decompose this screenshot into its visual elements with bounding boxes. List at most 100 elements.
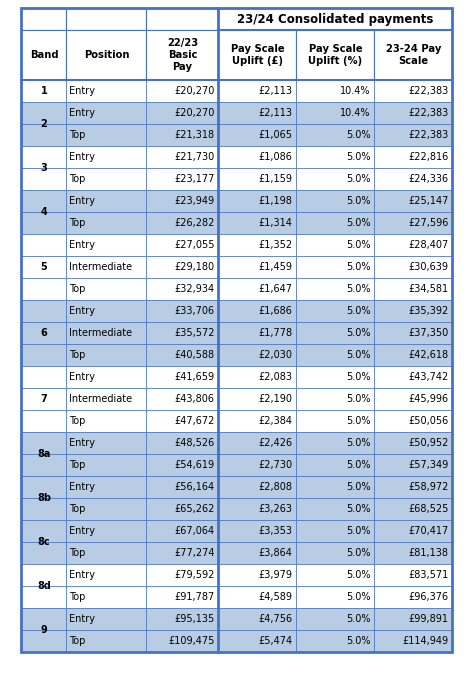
Text: 5.0%: 5.0% bbox=[346, 504, 371, 514]
Text: 22/23
Basic
Pay: 22/23 Basic Pay bbox=[167, 38, 198, 72]
Bar bbox=[219, 630, 297, 652]
Text: 5.0%: 5.0% bbox=[346, 416, 371, 426]
Text: £81,138: £81,138 bbox=[409, 548, 448, 558]
Bar bbox=[146, 322, 219, 344]
Bar bbox=[297, 300, 374, 322]
Bar bbox=[21, 256, 66, 278]
Text: 1: 1 bbox=[41, 86, 47, 96]
Bar bbox=[219, 102, 297, 124]
Bar bbox=[219, 498, 297, 520]
Text: Top: Top bbox=[70, 504, 86, 514]
Bar bbox=[66, 366, 146, 388]
Bar bbox=[146, 476, 219, 498]
Bar bbox=[297, 608, 374, 630]
Bar bbox=[66, 322, 146, 344]
Bar bbox=[297, 498, 374, 520]
Text: £20,270: £20,270 bbox=[174, 86, 215, 96]
Text: £35,392: £35,392 bbox=[408, 306, 448, 316]
Bar bbox=[374, 102, 453, 124]
Text: £1,778: £1,778 bbox=[258, 328, 292, 338]
Text: £3,263: £3,263 bbox=[258, 504, 292, 514]
Text: Position: Position bbox=[84, 50, 129, 60]
Bar bbox=[66, 278, 146, 300]
Bar bbox=[219, 146, 297, 168]
Bar bbox=[297, 168, 374, 190]
Bar bbox=[146, 278, 219, 300]
Bar bbox=[374, 256, 453, 278]
Text: £1,198: £1,198 bbox=[259, 196, 292, 206]
Bar bbox=[374, 520, 453, 542]
Text: Top: Top bbox=[70, 174, 86, 184]
Bar bbox=[297, 190, 374, 212]
Bar bbox=[66, 212, 146, 234]
Bar bbox=[219, 278, 297, 300]
Text: 23/24 Consolidated payments: 23/24 Consolidated payments bbox=[237, 13, 434, 26]
Text: £24,336: £24,336 bbox=[409, 174, 448, 184]
Text: 5.0%: 5.0% bbox=[346, 152, 371, 162]
Bar bbox=[66, 410, 146, 432]
Bar bbox=[374, 454, 453, 476]
Text: 4: 4 bbox=[41, 207, 47, 217]
Text: 10.4%: 10.4% bbox=[340, 108, 371, 118]
Text: £3,864: £3,864 bbox=[259, 548, 292, 558]
Bar bbox=[66, 300, 146, 322]
Bar bbox=[219, 476, 297, 498]
Text: 5.0%: 5.0% bbox=[346, 328, 371, 338]
Text: £1,086: £1,086 bbox=[259, 152, 292, 162]
Bar bbox=[66, 476, 146, 498]
Text: £4,589: £4,589 bbox=[258, 592, 292, 602]
Text: Entry: Entry bbox=[70, 482, 95, 492]
Bar bbox=[146, 190, 219, 212]
Text: Entry: Entry bbox=[70, 372, 95, 382]
Bar bbox=[219, 168, 297, 190]
Bar bbox=[146, 80, 219, 102]
Text: £79,592: £79,592 bbox=[174, 570, 215, 580]
Text: £20,270: £20,270 bbox=[174, 108, 215, 118]
Text: Entry: Entry bbox=[70, 240, 95, 250]
Text: £1,065: £1,065 bbox=[258, 130, 292, 140]
Text: £42,618: £42,618 bbox=[409, 350, 448, 360]
Text: Top: Top bbox=[70, 284, 86, 294]
Bar bbox=[146, 146, 219, 168]
Text: 5.0%: 5.0% bbox=[346, 174, 371, 184]
Text: Entry: Entry bbox=[70, 438, 95, 448]
Bar bbox=[21, 102, 66, 124]
Bar bbox=[146, 300, 219, 322]
Bar bbox=[146, 542, 219, 564]
Bar bbox=[21, 212, 66, 234]
Text: £35,572: £35,572 bbox=[174, 328, 215, 338]
Text: £37,350: £37,350 bbox=[408, 328, 448, 338]
Bar bbox=[219, 388, 297, 410]
Text: Pay Scale
Uplift (£): Pay Scale Uplift (£) bbox=[231, 44, 284, 65]
Text: £48,526: £48,526 bbox=[174, 438, 215, 448]
Bar bbox=[146, 630, 219, 652]
Bar bbox=[146, 344, 219, 366]
Bar bbox=[146, 608, 219, 630]
Text: Pay Scale
Uplift (%): Pay Scale Uplift (%) bbox=[309, 44, 363, 65]
Bar bbox=[66, 520, 146, 542]
Text: 5.0%: 5.0% bbox=[346, 438, 371, 448]
Text: 8a: 8a bbox=[37, 449, 51, 459]
Bar bbox=[297, 278, 374, 300]
Text: Entry: Entry bbox=[70, 196, 95, 206]
Bar bbox=[146, 102, 219, 124]
Text: £23,177: £23,177 bbox=[174, 174, 215, 184]
Text: 5.0%: 5.0% bbox=[346, 262, 371, 272]
Text: £34,581: £34,581 bbox=[409, 284, 448, 294]
Bar bbox=[21, 190, 66, 212]
Text: 5.0%: 5.0% bbox=[346, 130, 371, 140]
Text: Intermediate: Intermediate bbox=[70, 394, 133, 404]
Text: £47,672: £47,672 bbox=[174, 416, 215, 426]
Text: £114,949: £114,949 bbox=[402, 636, 448, 646]
Bar bbox=[297, 322, 374, 344]
Text: £27,596: £27,596 bbox=[408, 218, 448, 228]
Bar bbox=[66, 542, 146, 564]
Text: £1,159: £1,159 bbox=[258, 174, 292, 184]
Text: 5.0%: 5.0% bbox=[346, 218, 371, 228]
Text: £2,384: £2,384 bbox=[258, 416, 292, 426]
Text: Entry: Entry bbox=[70, 614, 95, 624]
Bar bbox=[374, 542, 453, 564]
Bar bbox=[219, 586, 297, 608]
Text: 5.0%: 5.0% bbox=[346, 592, 371, 602]
Text: Entry: Entry bbox=[70, 570, 95, 580]
